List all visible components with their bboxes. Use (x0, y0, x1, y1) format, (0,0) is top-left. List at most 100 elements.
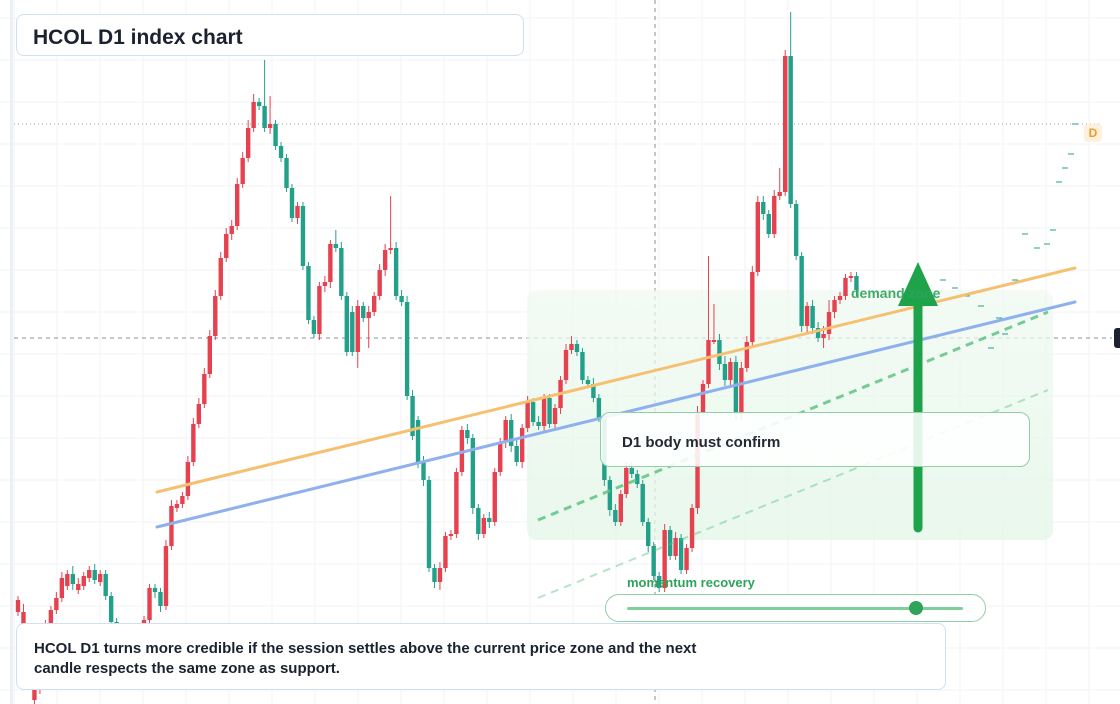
candle-up (656, 576, 662, 588)
candle-down (744, 342, 750, 368)
candle-up (262, 106, 267, 128)
candle-up (629, 468, 634, 474)
candle-down (804, 306, 810, 326)
candle-up (344, 296, 349, 352)
candle-up (514, 446, 519, 462)
candle-down (229, 226, 234, 234)
candle-down (163, 546, 169, 606)
candle-up (635, 474, 640, 484)
candle-up (289, 188, 295, 218)
candle-down (191, 424, 196, 462)
left-edge-bar (10, 0, 13, 704)
candle-up (311, 320, 317, 334)
candle-down (202, 374, 207, 404)
candle-down (843, 278, 848, 296)
candle-down (295, 206, 300, 218)
candle-up (465, 430, 470, 438)
candle-down (569, 344, 574, 350)
candle-down (317, 286, 322, 334)
candle-down (783, 56, 788, 192)
candle-up (399, 296, 404, 302)
candle-up (788, 56, 793, 204)
candle-down (355, 306, 360, 352)
candle-up (70, 574, 75, 584)
candle-down (372, 296, 377, 312)
price-scale-handle[interactable] (1114, 328, 1120, 348)
demand-zone-label: demand zone (851, 285, 941, 301)
momentum-track (627, 601, 963, 615)
candle-down (180, 496, 185, 504)
candle-down (739, 368, 744, 414)
candle-down (245, 128, 251, 158)
candle-up (432, 568, 437, 582)
candle-up (306, 266, 311, 320)
candle-up (761, 202, 766, 214)
candle-up (574, 344, 580, 352)
candle-down (772, 196, 777, 234)
candle-down (32, 682, 37, 700)
confirm-label: D1 body must confirm (622, 434, 781, 451)
candle-down (382, 250, 388, 270)
candle-up (585, 380, 591, 384)
candle-up (256, 102, 262, 106)
candle-up (361, 306, 366, 318)
candle-up (300, 206, 306, 266)
candle-up (733, 362, 739, 414)
candle-down (366, 312, 371, 318)
candle-down (218, 258, 223, 296)
candle-down (322, 282, 328, 286)
candle-down (503, 420, 508, 442)
candle-down (706, 340, 711, 384)
candle-down (826, 312, 832, 334)
candle-down (147, 588, 152, 620)
candle-up (667, 530, 673, 556)
candle-up (487, 518, 492, 522)
candle-up (607, 480, 613, 510)
candle-up (613, 510, 618, 522)
candle-down (689, 508, 695, 548)
candle-down (196, 404, 202, 424)
candle-down (492, 472, 497, 522)
candle-down (673, 538, 678, 556)
candle-up (722, 364, 728, 380)
dashed-projection-1 (537, 310, 1049, 522)
candle-down (81, 576, 86, 586)
candle-up (536, 422, 541, 426)
candle-up (273, 124, 278, 146)
candle-down (98, 574, 103, 582)
candle-down (618, 494, 623, 522)
candle-down (837, 296, 843, 300)
candle-up (854, 276, 859, 290)
momentum-slider[interactable] (605, 594, 986, 622)
candle-up (651, 546, 656, 576)
candle-down (437, 568, 443, 582)
candle-up (92, 570, 97, 580)
candle-up (426, 480, 432, 568)
candle-down (750, 272, 755, 342)
candle-up (547, 398, 552, 424)
candle-down (481, 518, 486, 534)
candle-down (65, 574, 70, 586)
candle-down (624, 468, 629, 494)
candle-up (393, 248, 399, 296)
candle-down (563, 350, 569, 380)
d-marker-badge[interactable]: D (1084, 124, 1102, 142)
candle-down (15, 600, 21, 612)
note-text: HCOL D1 turns more credible if the sessi… (34, 640, 697, 677)
candle-up (470, 438, 476, 508)
candle-up (339, 248, 344, 296)
candle-up (103, 574, 108, 596)
candle-down (174, 504, 180, 508)
candle-down (662, 530, 667, 588)
candle-down (388, 248, 393, 250)
chart-title-box: HCOL D1 index chart (16, 14, 524, 56)
candle-up (646, 522, 651, 546)
candle-down (87, 570, 92, 578)
candle-down (207, 336, 212, 374)
candle-up (404, 302, 410, 396)
momentum-knob[interactable] (908, 601, 923, 615)
chart-title: HCOL D1 index chart (33, 26, 243, 49)
candle-down (684, 548, 689, 570)
candle-down (519, 428, 525, 462)
candle-up (580, 352, 585, 380)
